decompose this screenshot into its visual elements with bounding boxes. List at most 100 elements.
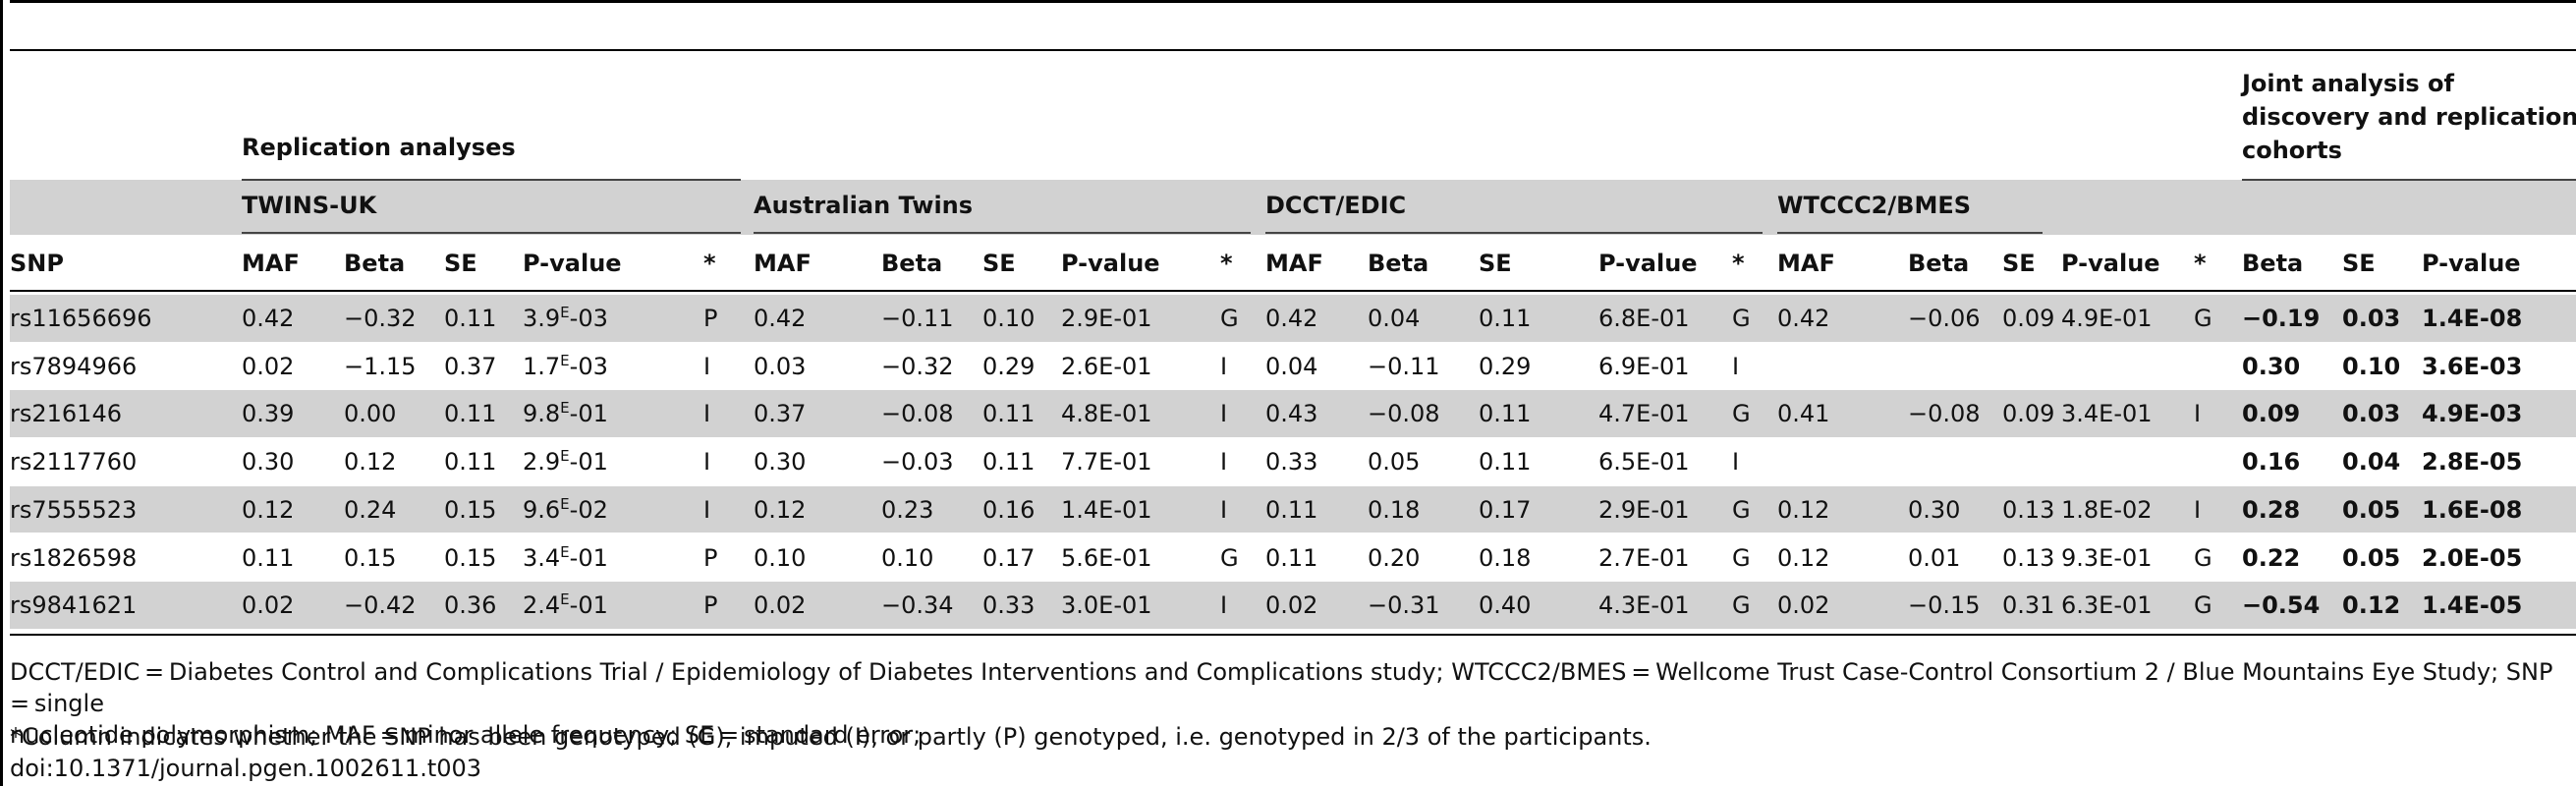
- table-cell: 0.11: [1479, 448, 1532, 477]
- col-header-se-3: SE: [444, 250, 477, 277]
- header-top-rule: [10, 49, 2576, 51]
- table-cell: I: [703, 352, 711, 380]
- table-cell: P: [703, 305, 718, 332]
- left-border: [0, 0, 3, 786]
- col-header-maf-16: MAF: [1777, 250, 1835, 277]
- table-cell: 0.16: [982, 495, 1036, 524]
- table-cell: 0.41: [1777, 400, 1830, 428]
- table-cell: I: [1220, 495, 1228, 524]
- table-cell: 0.20: [1368, 543, 1421, 572]
- table-cell: 0.00: [344, 400, 397, 428]
- table-cell: 2.8E-05: [2422, 448, 2523, 477]
- snp-id: rs9841621: [10, 591, 138, 620]
- col-header-snp: SNP: [10, 250, 64, 277]
- table-cell: 0.22: [2242, 543, 2301, 572]
- table-cell: 2.4E-01: [523, 590, 608, 620]
- col-header-maf-21: Beta: [2242, 250, 2304, 277]
- table-cell: 2.6E-01: [1061, 352, 1152, 380]
- table-cell: 0.09: [2002, 400, 2055, 428]
- table-cell: 3.4E-01: [2061, 400, 2153, 428]
- table-cell: G: [2194, 305, 2212, 332]
- table-cell: 7.7E-01: [1061, 448, 1152, 477]
- table-cell: 0.11: [444, 400, 497, 428]
- exponent-marker: E: [560, 351, 570, 369]
- table-cell: 0.04: [1368, 305, 1421, 332]
- table-cell: 0.10: [982, 305, 1036, 332]
- twins-uk-underline: [242, 232, 741, 234]
- table-cell: 2.9E-01: [523, 447, 608, 477]
- table-cell: 0.10: [2342, 352, 2401, 380]
- table-cell: 2.7E-01: [1598, 543, 1690, 572]
- footnote-star: *Column indicates whether the SNP has be…: [10, 723, 1652, 751]
- footnote-doi: doi:10.1371/journal.pgen.1002611.t003: [10, 755, 482, 782]
- table-cell: I: [703, 448, 711, 477]
- table-cell: 0.24: [344, 495, 397, 524]
- table-cell: 0.03: [754, 352, 807, 380]
- table-cell: 4.9E-03: [2422, 400, 2523, 428]
- col-header-p-value-9: P-value: [1061, 250, 1160, 277]
- table-cell: 1.6E-08: [2422, 495, 2523, 524]
- header-bottom-rule: [10, 290, 2576, 292]
- table-cell: 0.39: [242, 400, 295, 428]
- snp-id: rs7555523: [10, 495, 138, 524]
- table-cell: 0.03: [2342, 400, 2401, 428]
- table-cell: I: [1220, 448, 1228, 477]
- col-header-maf-1: MAF: [242, 250, 300, 277]
- table-cell: 0.12: [1777, 495, 1830, 524]
- table-cell: 0.11: [1479, 400, 1532, 428]
- row-shading: [10, 582, 2576, 629]
- table-cell: I: [703, 400, 711, 428]
- table-cell: 0.15: [444, 543, 497, 572]
- table-cell: −0.32: [881, 352, 954, 380]
- table-cell: 0.11: [242, 543, 295, 572]
- col-header-star-20: *: [2194, 250, 2207, 277]
- table-cell: I: [2194, 495, 2202, 524]
- table-cell: G: [1732, 591, 1751, 620]
- group-dcct-edic: DCCT/EDIC: [1265, 192, 1407, 219]
- table-cell: 0.01: [1908, 543, 1961, 572]
- table-cell: 0.40: [1479, 591, 1532, 620]
- table-cell: 3.4E-01: [523, 542, 608, 572]
- table-cell: 0.04: [1265, 352, 1318, 380]
- australian-underline: [754, 232, 1251, 234]
- col-header-star-15: *: [1732, 250, 1745, 277]
- table-cell: 4.8E-01: [1061, 400, 1152, 428]
- table-cell: 0.05: [1368, 448, 1421, 477]
- table-cell: 1.4E-05: [2422, 591, 2523, 620]
- table-cell: 0.17: [1479, 495, 1532, 524]
- table-cell: 0.11: [444, 448, 497, 477]
- table-cell: 0.11: [1479, 305, 1532, 332]
- exponent-marker: E: [560, 494, 570, 513]
- table-cell: −0.08: [881, 400, 954, 428]
- results-table: Replication analyses Joint analysis of d…: [10, 0, 2576, 786]
- table-cell: 0.11: [1265, 495, 1318, 524]
- table-cell: 0.11: [982, 448, 1036, 477]
- table-cell: −0.06: [1908, 305, 1981, 332]
- group-joint: Joint analysis of discovery and replicat…: [2242, 70, 2576, 164]
- table-cell: 0.13: [2002, 495, 2055, 524]
- table-cell: 0.02: [754, 591, 807, 620]
- footnote-abbreviations: DCCT/EDIC = Diabetes Control and Complic…: [10, 658, 2558, 749]
- table-cell: 2.0E-05: [2422, 543, 2523, 572]
- table-cell: 1.4E-01: [1061, 495, 1152, 524]
- table-cell: 3.6E-03: [2422, 352, 2523, 380]
- table-cell: 0.12: [242, 495, 295, 524]
- col-header-maf-6: MAF: [754, 250, 812, 277]
- col-header-maf-11: MAF: [1265, 250, 1323, 277]
- col-header-beta-7: Beta: [881, 250, 943, 277]
- table-cell: −0.19: [2242, 305, 2321, 332]
- joint-underline: [2242, 179, 2576, 181]
- table-cell: I: [703, 495, 711, 524]
- table-cell: 0.12: [2342, 591, 2401, 620]
- table-cell: 4.9E-01: [2061, 305, 2153, 332]
- table-cell: 2.9E-01: [1598, 495, 1690, 524]
- table-cell: 0.03: [2342, 305, 2401, 332]
- table-cell: 0.12: [754, 495, 807, 524]
- table-cell: −0.34: [881, 591, 954, 620]
- table-cell: 0.02: [1265, 591, 1318, 620]
- table-cell: 0.02: [242, 352, 295, 380]
- table-cell: 0.42: [1265, 305, 1318, 332]
- table-cell: G: [1732, 495, 1751, 524]
- exponent-marker: E: [560, 304, 570, 321]
- table-cell: G: [1732, 400, 1751, 428]
